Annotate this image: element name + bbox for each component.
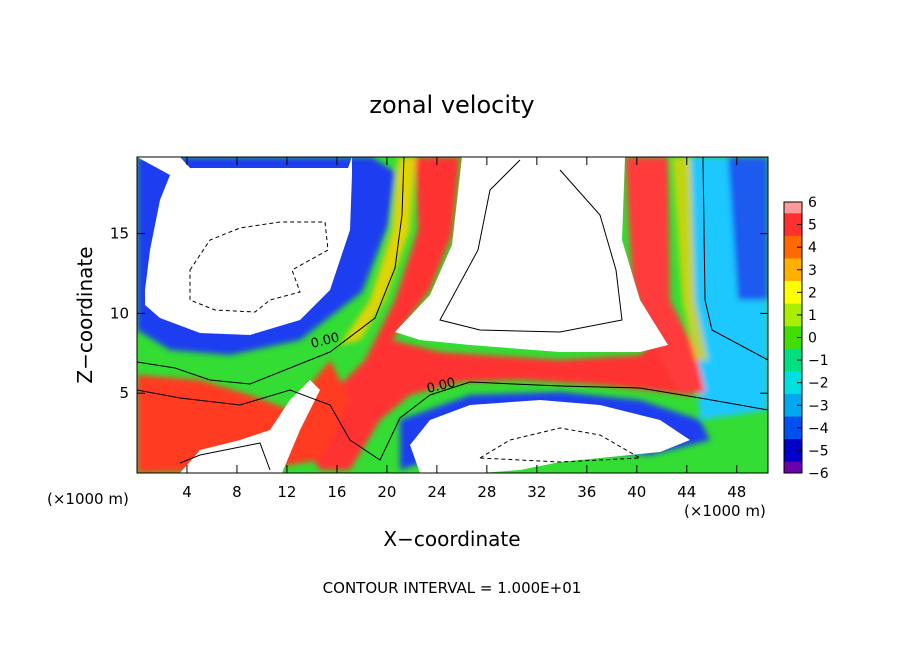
- x-axis: 4 8 12 16 20 24 28 32 36 40 44 48: [182, 157, 746, 501]
- colorbar-swatch: [784, 258, 802, 271]
- colorbar-swatch: [784, 314, 802, 327]
- colorbar-swatch: [784, 348, 802, 361]
- colorbar-swatch: [784, 247, 802, 259]
- contour-line-zero-lower: [137, 381, 768, 461]
- plot-frame: [136, 156, 769, 474]
- field-region-white-lower-left: [180, 380, 320, 473]
- x-tick-label: 48: [727, 483, 746, 501]
- x-tick-label: 4: [182, 483, 192, 501]
- field-region-white-upper-center: [395, 157, 668, 352]
- contour-lines-negative: [189, 221, 642, 463]
- colorbar-swatch: [784, 450, 802, 463]
- colorbar-label: 4: [808, 240, 817, 256]
- field-region-lower-left-red: [137, 360, 350, 473]
- contour-line-lower-left: [179, 442, 271, 471]
- colorbar-swatch: [784, 439, 802, 451]
- colorbar-label: −6: [808, 466, 829, 482]
- colorbar-label: 0: [808, 331, 817, 347]
- chart-title: zonal velocity: [369, 91, 534, 119]
- contour-label-upper: 0.00: [309, 330, 341, 352]
- colorbar-label: −5: [808, 443, 829, 459]
- field-region-white-upper-left: [137, 157, 352, 335]
- colorbar-label: 3: [808, 263, 817, 279]
- colorbar-label: −1: [808, 353, 829, 369]
- contour-line-dashed-upper-left: [189, 221, 329, 313]
- y-tick-label: 15: [110, 225, 129, 243]
- colorbar-swatch: [784, 235, 802, 248]
- y-tick-label: 10: [110, 304, 129, 322]
- colorbar-swatch: [784, 269, 802, 282]
- colorbar-label: 1: [808, 308, 817, 324]
- contour-interval-footer: CONTOUR INTERVAL = 1.000E+01: [323, 579, 582, 597]
- colorbar-swatch: [784, 326, 802, 338]
- colorbar-swatch: [784, 427, 802, 440]
- x-tick-label: 12: [277, 483, 296, 501]
- x-tick-label: 20: [377, 483, 396, 501]
- field-region-yellow: [340, 157, 416, 345]
- y-tick-label: 5: [119, 384, 129, 402]
- x-tick-label: 28: [477, 483, 496, 501]
- colorbar-label: 2: [808, 285, 817, 301]
- field-region-red-band: [300, 157, 700, 470]
- colorbar: 6 5 4 3 2 1 0 −1 −2 −3 −4 −5 −6: [783, 195, 829, 482]
- contour-line-right: [702, 157, 768, 361]
- colorbar-swatch: [784, 382, 802, 395]
- x-tick-label: 44: [677, 483, 696, 501]
- colorbar-swatch: [784, 393, 802, 406]
- colorbar-swatch: [784, 292, 802, 305]
- field-region-right-red: [625, 157, 705, 395]
- x-axis-unit-right: (×1000 m): [684, 502, 766, 520]
- colorbar-swatch: [784, 303, 802, 316]
- x-axis-label: X−coordinate: [383, 527, 520, 551]
- field-region-yellow-right: [672, 157, 708, 360]
- contour-line-dashed-lower: [478, 427, 642, 463]
- colorbar-swatch: [784, 213, 802, 226]
- y-axis: 5 10 15: [110, 225, 768, 402]
- x-tick-label: 16: [327, 483, 346, 501]
- colorbar-swatch: [784, 360, 802, 372]
- x-tick-label: 24: [427, 483, 446, 501]
- y-axis-label: Z−coordinate: [73, 246, 97, 383]
- colorbar-swatch: [784, 461, 802, 474]
- colorbar-label: −2: [808, 376, 829, 392]
- x-tick-label: 8: [232, 483, 242, 501]
- x-tick-label: 40: [627, 483, 646, 501]
- field-region-right-edge-blue: [728, 157, 768, 300]
- colorbar-label: 6: [808, 195, 817, 211]
- field-region-white-lower-center: [410, 400, 690, 473]
- contour-line-zero-upper: [137, 157, 405, 385]
- colorbar-label: −3: [808, 398, 829, 414]
- colorbar-label: −4: [808, 421, 829, 437]
- x-axis-unit-left: (×1000 m): [47, 490, 129, 508]
- contour-lines: [137, 157, 768, 471]
- colorbar-swatch: [784, 281, 802, 293]
- heatmap-field: 0.00 0.00: [137, 157, 768, 473]
- colorbar-swatch: [784, 224, 802, 237]
- colorbar-swatch: [784, 202, 802, 214]
- contour-label-lower: 0.00: [425, 375, 457, 397]
- colorbar-swatch: [784, 405, 802, 418]
- colorbar-swatch: [784, 371, 802, 384]
- colorbar-swatch: [784, 337, 802, 350]
- colorbar-swatch: [784, 416, 802, 429]
- x-tick-label: 36: [577, 483, 596, 501]
- contour-line-center: [439, 159, 623, 333]
- colorbar-label: 5: [808, 218, 817, 234]
- x-tick-label: 32: [527, 483, 546, 501]
